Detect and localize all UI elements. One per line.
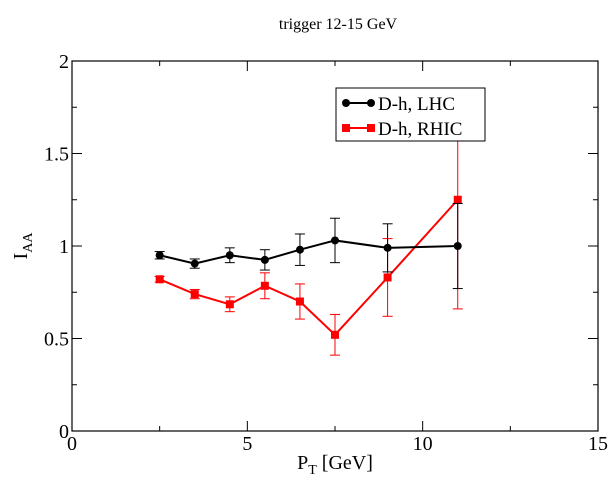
series-layer [154, 90, 463, 356]
y-tick-label: 0.5 [44, 329, 69, 351]
data-point [190, 290, 199, 299]
legend-box [335, 87, 486, 142]
data-point [383, 273, 392, 282]
x-axis-label: PT [GeV] [297, 452, 373, 477]
data-point [295, 297, 304, 306]
series-line [159, 239, 458, 265]
data-point [331, 236, 339, 245]
data-point [225, 300, 234, 309]
x-tick-label: 10 [413, 433, 433, 455]
data-point [190, 259, 199, 268]
series-lhc [154, 202, 463, 290]
x-tick-label: 15 [588, 433, 608, 455]
y-tick-label: 2 [59, 51, 69, 73]
data-point [260, 281, 269, 290]
y-tick-label: 0 [59, 421, 69, 443]
legend-label-lhc: D-h, LHC [378, 94, 455, 115]
legend-marker-rhic-right [367, 124, 375, 132]
legend-entry-lhc: D-h, LHC [342, 94, 455, 115]
data-point [453, 195, 462, 204]
data-point [331, 330, 339, 339]
legend-entry-rhic: D-h, RHIC [342, 119, 462, 140]
data-point [155, 251, 164, 260]
legend-marker-lhc-left [342, 99, 350, 107]
y-tick-label: 1 [59, 236, 69, 258]
data-point [155, 275, 164, 284]
x-axis-label-sub: T [308, 463, 317, 477]
y-axis-label-main: I [10, 253, 32, 260]
x-axis-label-unit: [GeV] [317, 452, 373, 474]
legend-label-rhic: D-h, RHIC [378, 119, 462, 140]
y-tick-label: 1.5 [44, 144, 69, 166]
legend-marker-rhic-left [342, 124, 350, 132]
x-axis-label-main: P [297, 452, 308, 474]
y-axis-ticks: 0 0.5 1 1.5 2 [44, 51, 598, 443]
series-line [159, 199, 459, 337]
x-tick-label: 5 [242, 433, 252, 455]
legend-marker-lhc-right [367, 99, 375, 107]
x-axis-ticks: 0 5 10 15 [67, 61, 608, 455]
data-point [260, 255, 269, 264]
y-axis-label: IAA [10, 232, 36, 260]
legend: D-h, LHC D-h, RHIC [335, 87, 486, 142]
data-point [225, 251, 234, 260]
data-point [383, 243, 392, 252]
y-axis-label-sub: AA [21, 232, 36, 253]
data-point [295, 245, 304, 254]
chart-title: trigger 12-15 GeV [279, 16, 398, 33]
data-point [453, 242, 462, 250]
x-tick-label: 0 [67, 433, 77, 455]
